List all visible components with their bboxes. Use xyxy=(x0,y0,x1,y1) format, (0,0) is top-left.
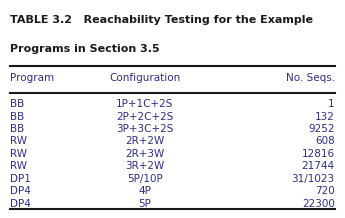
Text: 720: 720 xyxy=(315,186,335,196)
Text: 1: 1 xyxy=(328,99,335,109)
Text: DP1: DP1 xyxy=(10,174,31,184)
Text: 132: 132 xyxy=(315,112,335,122)
Text: DP4: DP4 xyxy=(10,186,31,196)
Text: 1P+1C+2S: 1P+1C+2S xyxy=(116,99,174,109)
Text: 21744: 21744 xyxy=(302,161,335,171)
Text: No. Seqs.: No. Seqs. xyxy=(286,73,335,83)
Text: Configuration: Configuration xyxy=(109,73,180,83)
Text: TABLE 3.2   Reachability Testing for the Example: TABLE 3.2 Reachability Testing for the E… xyxy=(10,15,313,25)
Text: 4P: 4P xyxy=(138,186,151,196)
Text: BB: BB xyxy=(10,124,24,134)
Text: 5P/10P: 5P/10P xyxy=(127,174,163,184)
Text: RW: RW xyxy=(10,149,27,159)
Text: 608: 608 xyxy=(315,136,335,146)
Text: Programs in Section 3.5: Programs in Section 3.5 xyxy=(10,44,160,54)
Text: 9252: 9252 xyxy=(308,124,335,134)
Text: 22300: 22300 xyxy=(302,199,335,209)
Text: 5P: 5P xyxy=(138,199,151,209)
Text: BB: BB xyxy=(10,112,24,122)
Text: RW: RW xyxy=(10,136,27,146)
Text: 3P+3C+2S: 3P+3C+2S xyxy=(116,124,174,134)
Text: Program: Program xyxy=(10,73,55,83)
Text: 2R+2W: 2R+2W xyxy=(125,136,165,146)
Text: 3R+2W: 3R+2W xyxy=(125,161,165,171)
Text: RW: RW xyxy=(10,161,27,171)
Text: DP4: DP4 xyxy=(10,199,31,209)
Text: 2R+3W: 2R+3W xyxy=(125,149,165,159)
Text: 31/1023: 31/1023 xyxy=(292,174,335,184)
Text: BB: BB xyxy=(10,99,24,109)
Text: 12816: 12816 xyxy=(302,149,335,159)
Text: 2P+2C+2S: 2P+2C+2S xyxy=(116,112,174,122)
